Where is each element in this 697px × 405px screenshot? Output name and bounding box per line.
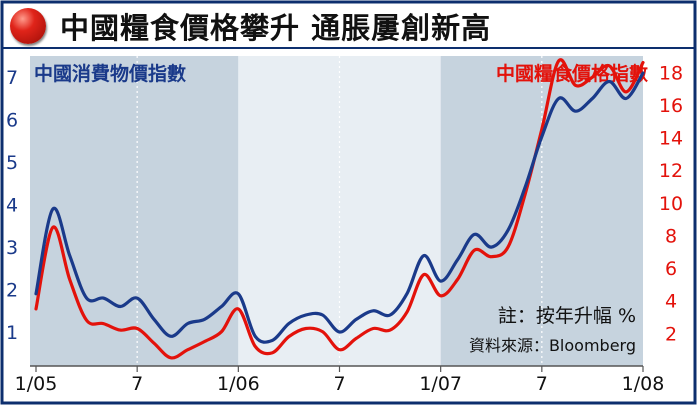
chart-title: 中國糧食價格攀升 通脹屢創新高 — [60, 11, 492, 45]
left-tick-label: 7 — [6, 67, 18, 89]
left-tick-label: 5 — [6, 152, 18, 174]
right-tick-label: 16 — [659, 95, 683, 117]
right-tick-label: 4 — [665, 291, 677, 313]
left-tick-label: 3 — [6, 237, 18, 259]
note-text: 註：按年升幅 % — [498, 305, 636, 327]
source-text: 資料來源：Bloomberg — [469, 336, 636, 355]
x-axis-ticks: 1/05 7 1/06 7 1/07 7 1/08 — [15, 366, 665, 395]
band-2005 — [30, 56, 239, 366]
left-axis-ticks: 1 2 3 4 5 6 7 — [6, 67, 18, 344]
gridlines — [136, 56, 543, 366]
right-axis-ticks: 2 4 6 8 10 12 14 16 18 — [659, 62, 683, 345]
red-ball-logo-icon — [10, 8, 46, 44]
x-tick-label: 1/07 — [419, 373, 462, 395]
left-tick-label: 1 — [6, 322, 18, 344]
x-tick-label: 1/06 — [217, 373, 260, 395]
series-line-food — [34, 58, 645, 360]
left-tick-label: 2 — [6, 280, 18, 302]
right-tick-label: 12 — [659, 160, 683, 182]
right-tick-label: 6 — [665, 258, 677, 280]
x-tick-label: 7 — [333, 373, 345, 395]
left-tick-label: 6 — [6, 110, 18, 132]
right-tick-label: 14 — [659, 128, 683, 150]
x-tick-label: 7 — [536, 373, 548, 395]
left-axis-label: 中國消費物價指數 — [34, 62, 186, 85]
right-tick-label: 2 — [665, 323, 677, 345]
x-tick-label: 7 — [131, 373, 143, 395]
title-bar: 中國糧食價格攀升 通脹屢創新高 — [4, 4, 693, 48]
series-line-cpi — [34, 71, 645, 344]
x-tick-label: 1/08 — [622, 373, 665, 395]
right-tick-label: 18 — [659, 62, 683, 84]
left-tick-label: 4 — [6, 195, 18, 217]
right-tick-label: 8 — [665, 225, 677, 247]
right-tick-label: 10 — [659, 193, 683, 215]
x-tick-label: 1/05 — [15, 373, 58, 395]
